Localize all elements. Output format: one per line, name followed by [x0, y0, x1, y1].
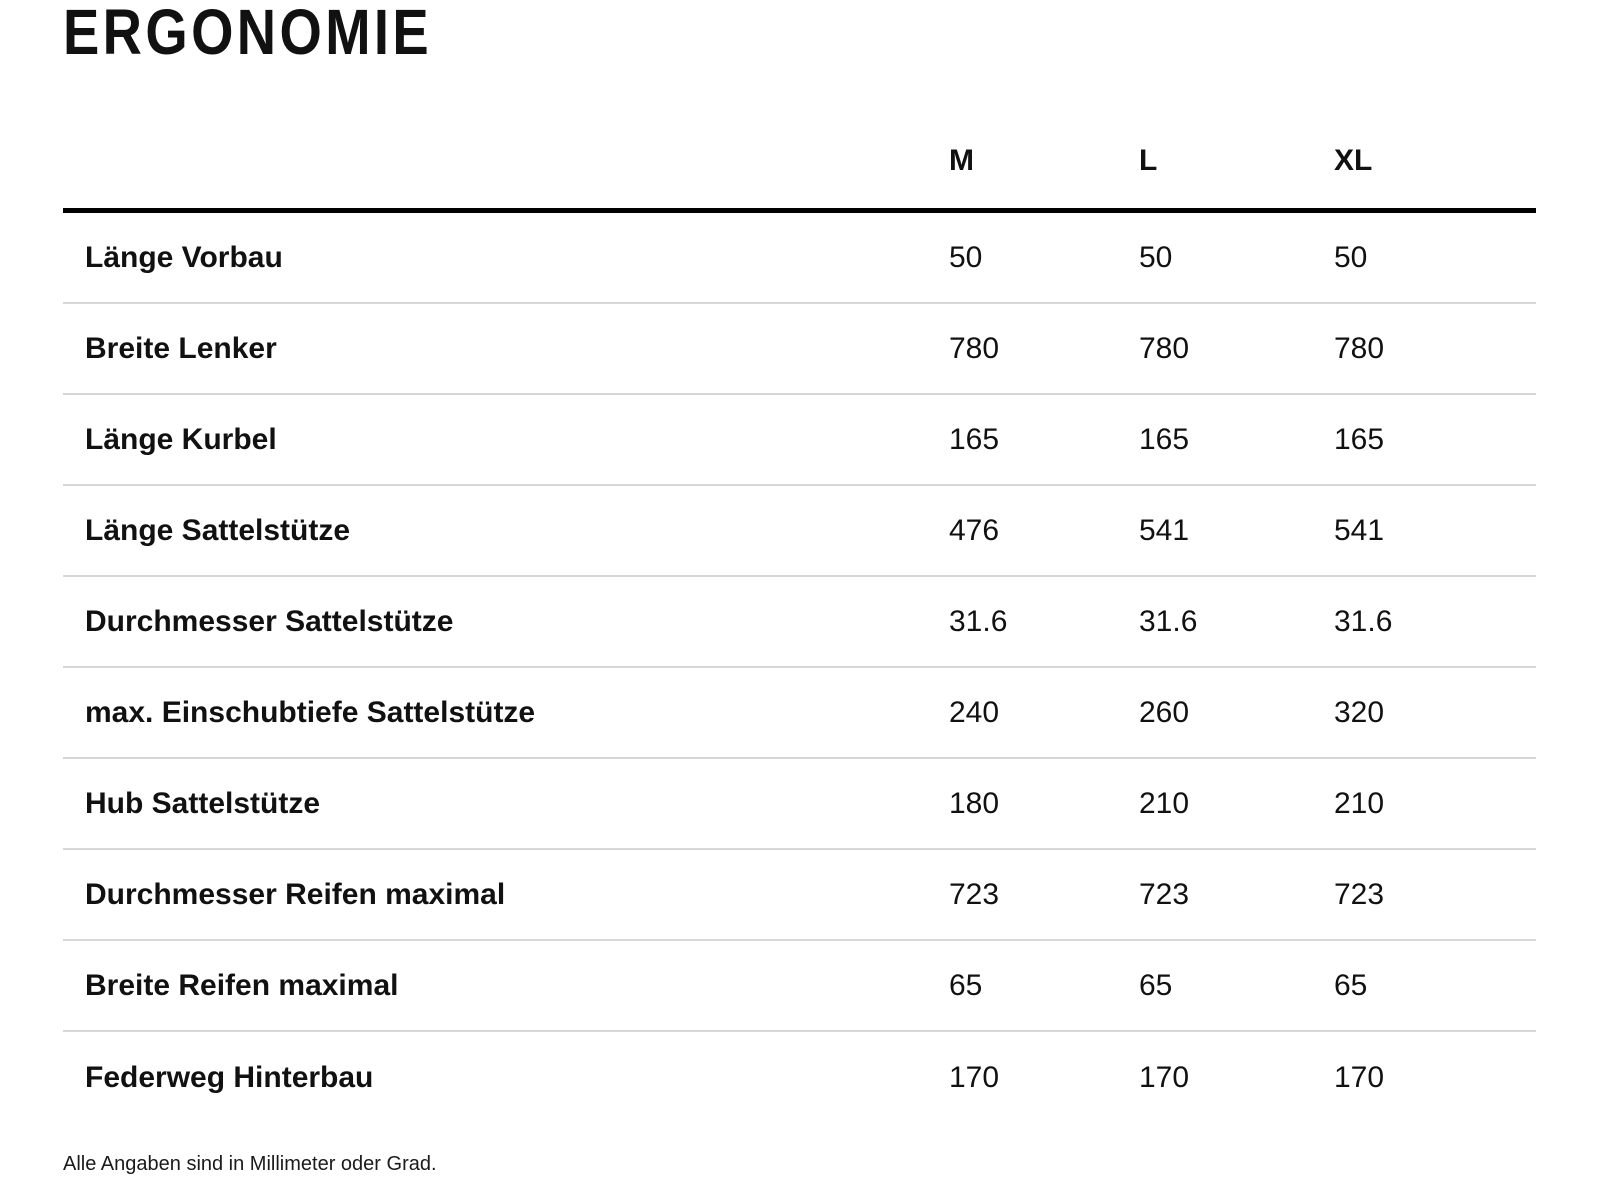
value-l: 65	[1139, 968, 1173, 1002]
value-xl: 65	[1334, 968, 1368, 1002]
value-m: 31.6	[949, 604, 1008, 638]
row-label: Länge Sattelstütze	[85, 513, 351, 547]
table-row: Federweg Hinterbau 170 170 170	[63, 1032, 1536, 1123]
table-row: Durchmesser Sattelstütze 31.6 31.6 31.6	[63, 577, 1536, 668]
value-l: 541	[1139, 513, 1190, 547]
row-label: max. Einschubtiefe Sattelstütze	[85, 695, 536, 729]
value-l: 50	[1139, 240, 1173, 274]
value-xl: 170	[1334, 1060, 1385, 1094]
page-title: ERGONOMIE	[63, 0, 433, 68]
table-body: Länge Vorbau 50 50 50 Breite Lenker 780 …	[63, 213, 1536, 1123]
value-m: 240	[949, 695, 1000, 729]
table-row: Länge Kurbel 165 165 165	[63, 395, 1536, 486]
value-l: 723	[1139, 877, 1190, 911]
value-xl: 320	[1334, 695, 1385, 729]
value-m: 780	[949, 331, 1000, 365]
table-row: Länge Vorbau 50 50 50	[63, 213, 1536, 304]
value-xl: 210	[1334, 786, 1385, 820]
value-l: 165	[1139, 422, 1190, 456]
value-xl: 50	[1334, 240, 1368, 274]
table-row: max. Einschubtiefe Sattelstütze 240 260 …	[63, 668, 1536, 759]
row-label: Breite Reifen maximal	[85, 968, 399, 1002]
row-label: Durchmesser Sattelstütze	[85, 604, 454, 638]
value-m: 65	[949, 968, 983, 1002]
table-row: Hub Sattelstütze 180 210 210	[63, 759, 1536, 850]
column-header-l: L	[1139, 144, 1158, 177]
value-xl: 723	[1334, 877, 1385, 911]
value-m: 50	[949, 240, 983, 274]
row-label: Federweg Hinterbau	[85, 1060, 374, 1094]
value-xl: 165	[1334, 422, 1385, 456]
value-l: 31.6	[1139, 604, 1198, 638]
value-m: 476	[949, 513, 1000, 547]
row-label: Länge Kurbel	[85, 422, 277, 456]
row-label: Durchmesser Reifen maximal	[85, 877, 506, 911]
value-l: 170	[1139, 1060, 1190, 1094]
value-xl: 31.6	[1334, 604, 1393, 638]
value-l: 210	[1139, 786, 1190, 820]
table-header-row: M L XL	[63, 56, 1536, 213]
value-m: 165	[949, 422, 1000, 456]
table-row: Durchmesser Reifen maximal 723 723 723	[63, 850, 1536, 941]
table-row: Breite Reifen maximal 65 65 65	[63, 941, 1536, 1032]
value-l: 780	[1139, 331, 1190, 365]
value-m: 723	[949, 877, 1000, 911]
value-m: 170	[949, 1060, 1000, 1094]
value-l: 260	[1139, 695, 1190, 729]
value-xl: 541	[1334, 513, 1385, 547]
value-xl: 780	[1334, 331, 1385, 365]
column-header-m: M	[949, 144, 974, 177]
table-row: Länge Sattelstütze 476 541 541	[63, 486, 1536, 577]
row-label: Breite Lenker	[85, 331, 277, 365]
table-row: Breite Lenker 780 780 780	[63, 304, 1536, 395]
ergonomics-spec-table: M L XL Länge Vorbau 50 50 50 Breite Lenk…	[63, 56, 1536, 1123]
row-label: Länge Vorbau	[85, 240, 283, 274]
units-footnote: Alle Angaben sind in Millimeter oder Gra…	[63, 1153, 437, 1175]
row-label: Hub Sattelstütze	[85, 786, 321, 820]
value-m: 180	[949, 786, 1000, 820]
column-header-xl: XL	[1334, 144, 1373, 177]
